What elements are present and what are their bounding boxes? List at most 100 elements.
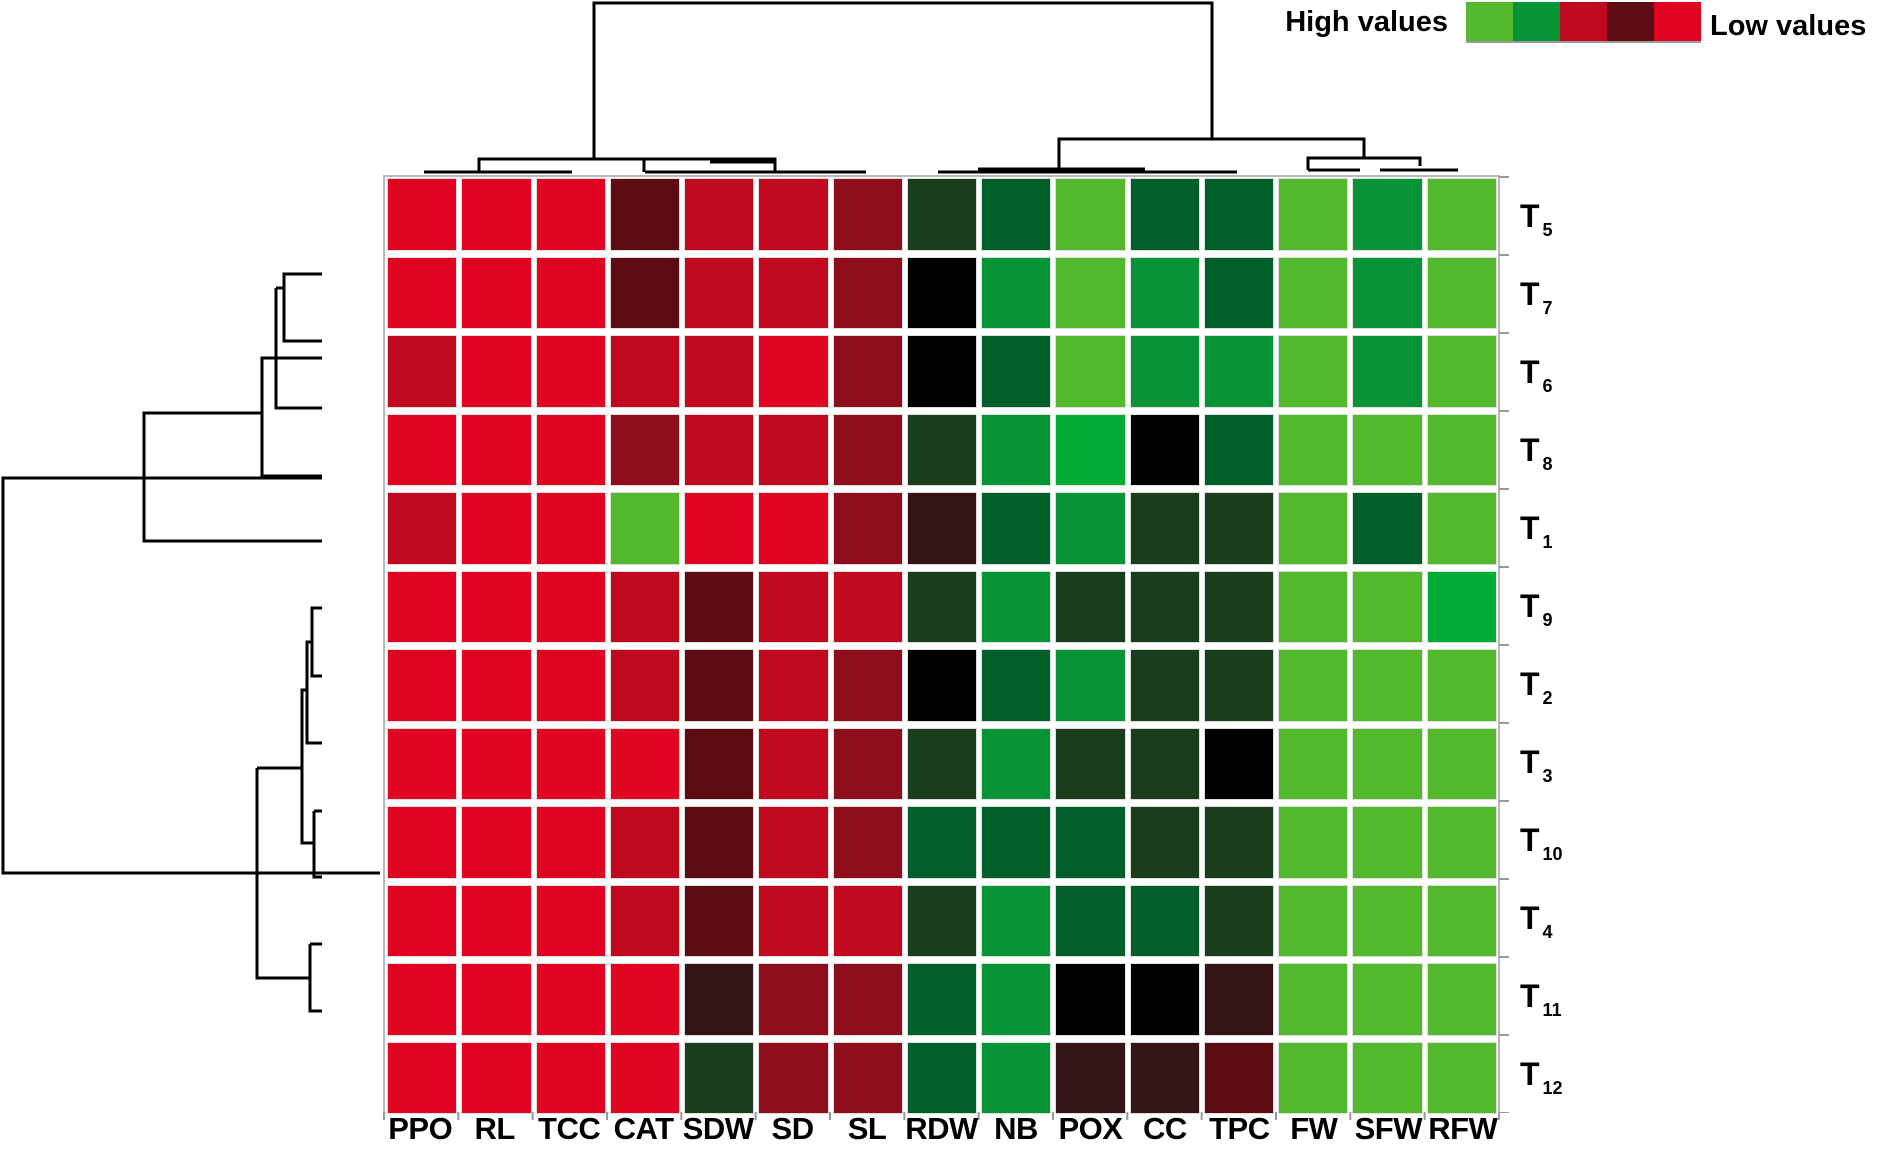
heatmap-cell [1204,336,1274,407]
heatmap-cell [833,414,902,485]
heatmap-cell [462,493,531,564]
heatmap-cell [685,179,754,250]
heatmap-cell [388,179,457,250]
heatmap-cell [388,728,457,799]
heatmap-cell [982,1042,1051,1113]
column-label: CAT [613,1111,674,1146]
heatmap-cell [462,964,531,1035]
heatmap-cell [759,571,828,642]
heatmap-cell [1204,650,1274,721]
row-dendrogram [1,272,380,1013]
heatmap-cell [833,257,902,328]
heatmap-cell [388,885,457,956]
heatmap-cell [1130,179,1199,250]
heatmap-cell [1056,885,1125,956]
heatmap-cell [1427,728,1496,799]
heatmap-cell [536,650,605,721]
heatmap-cell [610,964,680,1035]
heatmap-cell [907,807,977,878]
heatmap-cell [1056,493,1125,564]
heatmap-cell [1353,964,1422,1035]
heatmap-cell [1056,336,1125,407]
heatmap-cell [1130,336,1199,407]
heatmap-cell [610,885,680,956]
column-dendrogram [424,1,1458,174]
heatmap-cell [462,179,531,250]
heatmap-cell [388,257,457,328]
heatmap-cell [982,885,1051,956]
heatmap-cell [1427,1042,1496,1113]
heatmap-cell [982,257,1051,328]
heatmap-cell [907,336,977,407]
heatmap-cell [759,650,828,721]
heatmap-cell [1056,728,1125,799]
heatmap-cell [1279,257,1348,328]
heatmap-cell [1130,728,1199,799]
heatmap-cell [685,493,754,564]
row-label: T 11 [1520,977,1562,1020]
heatmap-cell [1427,414,1496,485]
heatmap-cell [982,650,1051,721]
heatmap-cell [1056,964,1125,1035]
heatmap-cell [1427,179,1496,250]
heatmap-cell [1130,571,1199,642]
heatmap-cell [1204,807,1274,878]
heatmap-cell [759,257,828,328]
heatmap-cell [1279,571,1348,642]
heatmap-cell [907,1042,977,1113]
heatmap-cell [1056,650,1125,721]
column-labels: PPO RL TCC CAT SDW SD SL RDW NB POX CC TPC FW SFW RFW [383,1112,1500,1152]
heatmap-cell [462,807,531,878]
legend-swatch [1654,2,1701,41]
heatmap-cell [1056,179,1125,250]
column-label: RFW [1428,1111,1498,1146]
column-label: CC [1143,1111,1187,1146]
heatmap-cell [1279,728,1348,799]
heatmap-cell [1130,650,1199,721]
heatmap-cell [610,807,680,878]
heatmap-cell [759,807,828,878]
heatmap-cell [1130,493,1199,564]
heatmap-cell [462,885,531,956]
heatmap-cell [833,650,902,721]
heatmap-cell [462,1042,531,1113]
heatmap-cell [685,336,754,407]
row-labels: T 5 T 7 T 6 T 8 T 1 T 9 T 2 T 3 T 10 T 4 T 11 T 12 [1520,177,1640,1113]
heatmap-cell [1279,493,1348,564]
heatmap-cell [610,179,680,250]
heatmap-cell [759,885,828,956]
heatmap-cell [1427,964,1496,1035]
heatmap-cell [833,807,902,878]
heatmap-cell [610,336,680,407]
heatmap-cell [982,964,1051,1035]
legend-high-label: High values [1250,4,1448,44]
heatmap-cell [1279,1042,1348,1113]
heatmap-cell [388,964,457,1035]
heatmap-cell [833,179,902,250]
heatmap-cell [536,728,605,799]
heatmap-cell [1279,807,1348,878]
heatmap-cell [907,257,977,328]
heatmap-cell [1353,179,1422,250]
legend-swatch [1513,2,1560,41]
heatmap-cell [1353,1042,1422,1113]
column-label: TCC [538,1111,601,1146]
column-label: RL [474,1111,516,1146]
legend-low-label: Low values [1710,10,1867,42]
heatmap-cell [759,964,828,1035]
column-label: PPO [388,1111,453,1146]
heatmap-cell [388,571,457,642]
column-label: SFW [1354,1111,1423,1146]
heatmap-cell [833,1042,902,1113]
heatmap-cell [536,571,605,642]
heatmap-cell [462,650,531,721]
heatmap-cell [685,1042,754,1113]
heatmap-cell [759,336,828,407]
heatmap-cell [759,728,828,799]
